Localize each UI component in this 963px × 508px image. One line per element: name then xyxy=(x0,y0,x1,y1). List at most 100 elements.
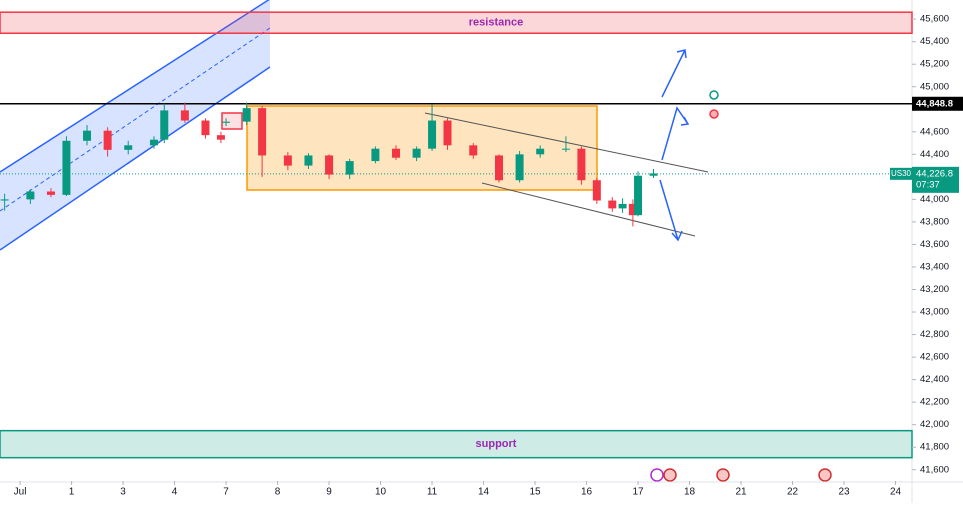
countdown: 07:37 xyxy=(916,179,940,190)
event-icon[interactable] xyxy=(650,468,664,482)
candle xyxy=(160,103,169,144)
candle-body xyxy=(180,110,189,121)
candle xyxy=(149,136,158,149)
y-tick-label: 45,400 xyxy=(920,36,949,47)
drawings xyxy=(0,0,832,482)
symbol-label: US30 xyxy=(891,169,912,178)
candle-body xyxy=(216,135,225,140)
x-tick-label: 4 xyxy=(172,487,178,498)
candle xyxy=(216,131,225,144)
candle xyxy=(536,145,545,158)
candle xyxy=(469,143,478,159)
candle xyxy=(201,118,210,139)
y-tick-label: 41,600 xyxy=(920,464,949,475)
event-icon[interactable] xyxy=(663,468,677,482)
y-tick-label: 44,600 xyxy=(920,126,949,137)
symbol-tag xyxy=(890,167,912,180)
last-price-tag xyxy=(912,166,959,193)
signal-dot xyxy=(709,109,719,119)
candle-body xyxy=(561,148,570,150)
marker-box xyxy=(221,112,243,130)
level-tag xyxy=(912,96,963,111)
candle-body xyxy=(201,120,210,136)
candle xyxy=(649,168,658,178)
candle xyxy=(515,150,524,183)
y-tick-label: 45,000 xyxy=(920,81,949,92)
candle-body xyxy=(618,203,627,209)
candle xyxy=(392,145,401,160)
x-tick-label: 11 xyxy=(427,487,438,498)
candle-body xyxy=(628,203,637,216)
y-tick-label: 42,000 xyxy=(920,419,949,430)
candle-body xyxy=(649,173,658,176)
candle-body xyxy=(608,200,617,209)
candle xyxy=(222,118,231,127)
zone xyxy=(0,429,913,459)
candle xyxy=(124,140,133,155)
candle-body xyxy=(325,155,334,175)
zone-label: support xyxy=(476,438,517,450)
y-tick-label: 43,800 xyxy=(920,216,949,227)
y-tick-label: 42,200 xyxy=(920,397,949,408)
y-tick-label: 44,000 xyxy=(920,194,949,205)
candle-body xyxy=(634,175,643,216)
channel-mid xyxy=(0,27,271,212)
x-tick-label: 1 xyxy=(69,487,75,498)
x-tick-label: 17 xyxy=(632,487,644,498)
candle-body xyxy=(577,148,586,181)
candle xyxy=(412,146,421,162)
x-tick-label: 24 xyxy=(890,487,902,498)
y-tick-label: 45,200 xyxy=(920,59,949,70)
candle-body xyxy=(443,120,452,146)
x-tick-label: 16 xyxy=(581,487,593,498)
candle-body xyxy=(160,110,169,140)
candle xyxy=(608,197,617,212)
arrow-pullback xyxy=(661,106,690,161)
candle-body xyxy=(515,154,524,181)
candle xyxy=(634,171,643,217)
y-tick-label: 41,800 xyxy=(920,442,949,453)
candle xyxy=(103,127,112,157)
candle-body xyxy=(124,145,133,150)
y-tick-label: 42,400 xyxy=(920,374,949,385)
candle-body xyxy=(304,155,313,166)
candle-body xyxy=(469,145,478,156)
y-tick-label: 45,600 xyxy=(920,14,949,25)
zone-label: resistance xyxy=(469,17,523,29)
candle-body xyxy=(536,148,545,155)
level-label: 44,848.8 xyxy=(916,98,953,109)
candle xyxy=(258,105,267,177)
candle xyxy=(83,125,92,146)
y-tick-label: 44,400 xyxy=(920,149,949,160)
wedge-line xyxy=(424,112,709,173)
candle-body xyxy=(494,155,503,181)
candle xyxy=(0,193,9,211)
candle xyxy=(428,104,437,151)
channel-line xyxy=(0,0,270,173)
signal-dot xyxy=(709,90,719,100)
x-tick-label: 14 xyxy=(478,487,490,498)
candle xyxy=(325,154,334,180)
candle-body xyxy=(592,180,601,201)
wedge-line xyxy=(481,182,696,237)
event-icon[interactable] xyxy=(716,468,730,482)
x-tick-label: 15 xyxy=(529,487,541,498)
candle-body xyxy=(222,121,231,123)
y-tick-label: 43,600 xyxy=(920,239,949,250)
x-tick-label: 9 xyxy=(326,487,332,498)
candle xyxy=(592,177,601,204)
candle xyxy=(628,199,637,227)
candle-body xyxy=(46,191,55,195)
candle xyxy=(26,189,35,204)
x-tick-label: 10 xyxy=(375,487,387,498)
candle xyxy=(46,188,55,198)
y-tick-label: 42,600 xyxy=(920,352,949,363)
candle xyxy=(371,146,380,164)
candle xyxy=(242,102,251,126)
arrow-down xyxy=(659,179,683,242)
x-tick-label: 18 xyxy=(684,487,696,498)
y-tick-label: 42,800 xyxy=(920,329,949,340)
x-tick-label: 7 xyxy=(223,487,229,498)
event-icon[interactable] xyxy=(818,468,832,482)
candle xyxy=(180,102,189,123)
